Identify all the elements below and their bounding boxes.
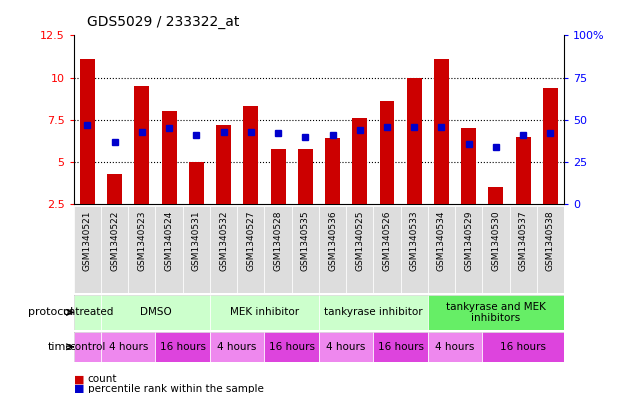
Text: GSM1340523: GSM1340523 (137, 211, 146, 271)
Text: GSM1340526: GSM1340526 (383, 211, 392, 271)
Text: GSM1340530: GSM1340530 (492, 211, 501, 271)
Bar (379, 101, 394, 204)
Text: MEK inhibitor: MEK inhibitor (230, 307, 299, 318)
Bar (373, 332, 428, 362)
Bar (74, 206, 101, 293)
Bar (401, 206, 428, 293)
Text: GSM1340527: GSM1340527 (246, 211, 255, 271)
Bar (244, 107, 258, 204)
Text: GSM1340538: GSM1340538 (546, 211, 555, 271)
Bar (353, 118, 367, 204)
Text: GSM1340533: GSM1340533 (410, 211, 419, 271)
Text: GSM1340536: GSM1340536 (328, 211, 337, 271)
Bar (265, 206, 292, 293)
Bar (162, 112, 176, 204)
Bar (74, 332, 101, 362)
Bar (237, 206, 265, 293)
Text: ■: ■ (74, 384, 84, 393)
Bar (483, 206, 510, 293)
Bar (325, 138, 340, 204)
Bar (265, 332, 319, 362)
Bar (101, 295, 210, 330)
Text: control: control (69, 342, 106, 352)
Text: 4 hours: 4 hours (326, 342, 366, 352)
Bar (189, 162, 204, 204)
Text: 16 hours: 16 hours (378, 342, 424, 352)
Bar (537, 206, 564, 293)
Bar (101, 332, 155, 362)
Text: GSM1340524: GSM1340524 (165, 211, 174, 271)
Bar (210, 295, 319, 330)
Bar (428, 332, 483, 362)
Text: 16 hours: 16 hours (269, 342, 315, 352)
Text: 4 hours: 4 hours (435, 342, 475, 352)
Bar (462, 128, 476, 204)
Text: GSM1340534: GSM1340534 (437, 211, 446, 271)
Bar (455, 206, 483, 293)
Text: GSM1340537: GSM1340537 (519, 211, 528, 271)
Text: GSM1340521: GSM1340521 (83, 211, 92, 271)
Bar (80, 59, 95, 204)
Text: ■: ■ (74, 374, 84, 384)
Bar (434, 59, 449, 204)
Bar (543, 88, 558, 204)
Text: GDS5029 / 233322_at: GDS5029 / 233322_at (87, 15, 239, 29)
Text: GSM1340522: GSM1340522 (110, 211, 119, 271)
Text: GSM1340535: GSM1340535 (301, 211, 310, 271)
Text: 16 hours: 16 hours (500, 342, 546, 352)
Bar (488, 187, 503, 204)
Text: time: time (48, 342, 74, 352)
Bar (319, 332, 374, 362)
Text: GSM1340528: GSM1340528 (274, 211, 283, 271)
Text: tankyrase and MEK
inhibitors: tankyrase and MEK inhibitors (446, 302, 546, 323)
Bar (155, 332, 210, 362)
Bar (292, 206, 319, 293)
Text: percentile rank within the sample: percentile rank within the sample (88, 384, 263, 393)
Bar (319, 295, 428, 330)
Text: 4 hours: 4 hours (217, 342, 257, 352)
Bar (74, 295, 101, 330)
Bar (101, 206, 128, 293)
Bar (210, 206, 237, 293)
Bar (428, 206, 455, 293)
Bar (319, 206, 346, 293)
Bar (510, 206, 537, 293)
Bar (346, 206, 373, 293)
Text: count: count (88, 374, 117, 384)
Text: GSM1340531: GSM1340531 (192, 211, 201, 271)
Bar (373, 206, 401, 293)
Text: GSM1340529: GSM1340529 (464, 211, 473, 271)
Text: GSM1340525: GSM1340525 (355, 211, 364, 271)
Bar (271, 149, 285, 204)
Text: DMSO: DMSO (140, 307, 171, 318)
Text: tankyrase inhibitor: tankyrase inhibitor (324, 307, 422, 318)
Bar (210, 332, 265, 362)
Text: untreated: untreated (62, 307, 113, 318)
Bar (128, 206, 155, 293)
Bar (183, 206, 210, 293)
Bar (483, 332, 564, 362)
Text: protocol: protocol (28, 307, 74, 318)
Bar (107, 174, 122, 204)
Text: 16 hours: 16 hours (160, 342, 206, 352)
Bar (155, 206, 183, 293)
Text: GSM1340532: GSM1340532 (219, 211, 228, 271)
Bar (298, 149, 313, 204)
Text: 4 hours: 4 hours (108, 342, 148, 352)
Bar (516, 137, 531, 204)
Bar (428, 295, 564, 330)
Bar (216, 125, 231, 204)
Bar (135, 86, 149, 204)
Bar (407, 78, 422, 204)
